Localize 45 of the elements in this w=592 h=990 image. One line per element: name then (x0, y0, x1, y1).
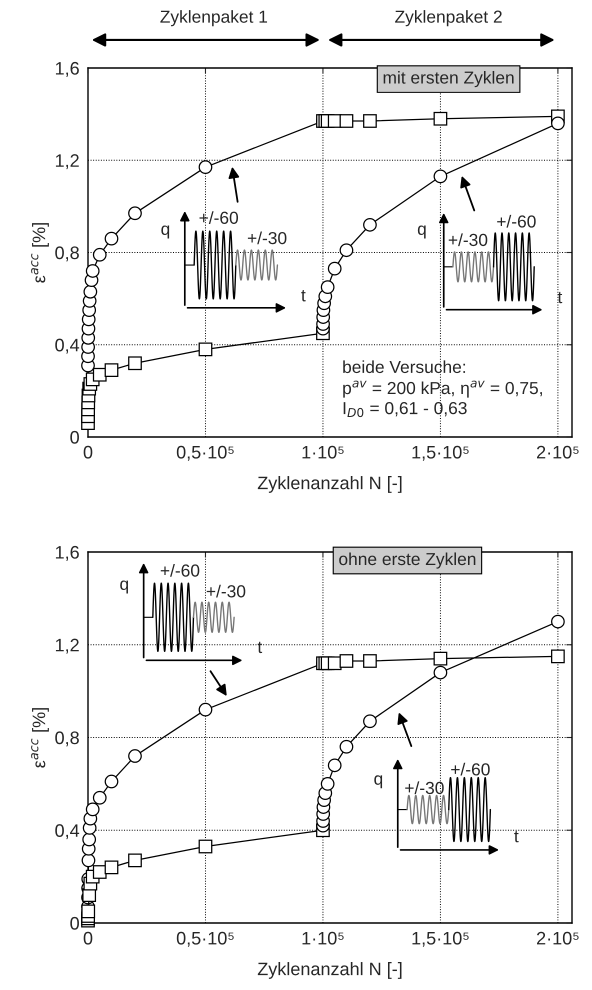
annotation: +/-30 (248, 231, 286, 244)
x-tick-label: 2·10⁵ (537, 446, 579, 459)
x-axis-title: Zyklenanzahl N [-] (258, 962, 402, 979)
y-tick-label: 0 (70, 430, 79, 444)
annotation: +/-30 (206, 584, 246, 598)
y-tick-label: 1,6 (56, 546, 79, 561)
text: Zyklenpaket 2 (395, 10, 502, 26)
annotation: ohne erste Zyklen (339, 552, 476, 569)
text: Zyklenpaket 1 (160, 10, 268, 26)
y-tick-label: 0,8 (55, 246, 79, 262)
y-tick-label: 1,6 (56, 62, 79, 77)
annotation: +/-60 (497, 214, 536, 228)
x-tick-label: 1,5·10⁵ (412, 932, 469, 947)
text: beide Versuche: p$^{av}$ = 200 kPa, η$^{av}$ = 0,75, I$_{D0}$ = 0,61 - 0,63 (343, 360, 542, 418)
annotation: q (120, 580, 128, 594)
x-tick-label: 1,5·10⁵ (412, 446, 469, 461)
y-axis-title: ε$^{acc}$ [%] (31, 223, 49, 283)
x-tick-label: 0 (84, 446, 92, 459)
x-tick-label: 0,5·10⁵ (176, 446, 234, 461)
x-axis-title: Zyklenanzahl N [-] (258, 476, 402, 493)
annotation: +/-60 (160, 564, 200, 577)
annotation: t (514, 830, 519, 842)
x-tick-label: 1·10⁵ (302, 932, 344, 945)
y-tick-label: 0,4 (55, 824, 80, 840)
x-tick-label: 1·10⁵ (302, 446, 344, 459)
y-axis-title: ε$^{acc}$ [%] (31, 708, 49, 768)
annotation: t (558, 292, 562, 304)
x-tick-label: 0 (84, 932, 92, 945)
annotation: +/-60 (451, 762, 490, 776)
y-tick-label: 1,2 (56, 154, 79, 170)
y-tick-label: 0,4 (55, 338, 80, 354)
annotation: mit ersten Zyklen (384, 70, 514, 88)
annotation: +/-60 (200, 211, 238, 224)
annotation: t (301, 290, 306, 302)
x-tick-label: 0,5·10⁵ (176, 932, 234, 947)
y-tick-label: 1,2 (56, 638, 79, 654)
annotation: +/-30 (405, 781, 444, 794)
annotation: q (374, 775, 382, 788)
annotation: t (258, 642, 262, 654)
annotation: q (161, 226, 170, 238)
x-tick-label: 2·10⁵ (537, 932, 579, 945)
y-tick-label: 0,8 (55, 731, 79, 746)
annotation: +/-30 (448, 233, 488, 246)
annotation: q (418, 226, 426, 238)
y-tick-label: 0 (70, 916, 79, 930)
